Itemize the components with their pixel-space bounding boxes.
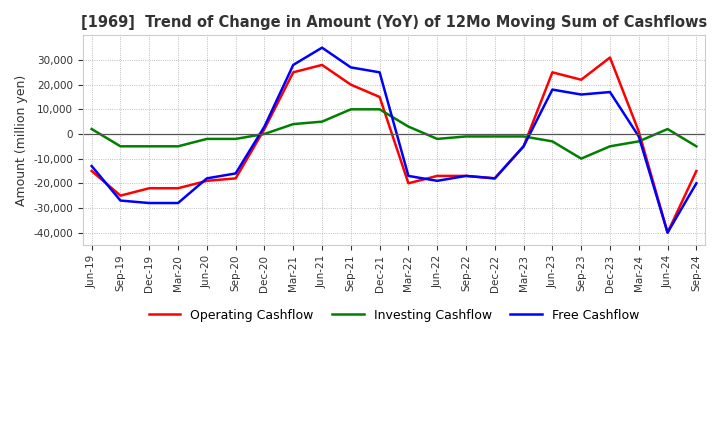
Investing Cashflow	[692, 144, 701, 149]
Free Cashflow	[433, 178, 441, 183]
Free Cashflow	[260, 124, 269, 129]
Line: Investing Cashflow: Investing Cashflow	[91, 109, 696, 159]
Operating Cashflow	[519, 144, 528, 149]
Free Cashflow	[462, 173, 470, 179]
Investing Cashflow	[577, 156, 585, 161]
Investing Cashflow	[87, 126, 96, 132]
Operating Cashflow	[145, 186, 153, 191]
Free Cashflow	[577, 92, 585, 97]
Free Cashflow	[346, 65, 355, 70]
Title: [1969]  Trend of Change in Amount (YoY) of 12Mo Moving Sum of Cashflows: [1969] Trend of Change in Amount (YoY) o…	[81, 15, 707, 30]
Operating Cashflow	[548, 70, 557, 75]
Free Cashflow	[318, 45, 326, 50]
Free Cashflow	[519, 144, 528, 149]
Operating Cashflow	[116, 193, 125, 198]
Investing Cashflow	[404, 124, 413, 129]
Investing Cashflow	[606, 144, 614, 149]
Investing Cashflow	[490, 134, 499, 139]
Operating Cashflow	[692, 169, 701, 174]
Operating Cashflow	[231, 176, 240, 181]
Investing Cashflow	[462, 134, 470, 139]
Free Cashflow	[174, 200, 182, 205]
Free Cashflow	[692, 181, 701, 186]
Free Cashflow	[663, 230, 672, 235]
Operating Cashflow	[260, 126, 269, 132]
Operating Cashflow	[404, 181, 413, 186]
Operating Cashflow	[318, 62, 326, 68]
Investing Cashflow	[634, 139, 643, 144]
Operating Cashflow	[577, 77, 585, 82]
Investing Cashflow	[116, 144, 125, 149]
Operating Cashflow	[87, 169, 96, 174]
Investing Cashflow	[318, 119, 326, 124]
Free Cashflow	[289, 62, 297, 68]
Free Cashflow	[231, 171, 240, 176]
Free Cashflow	[606, 89, 614, 95]
Investing Cashflow	[548, 139, 557, 144]
Free Cashflow	[490, 176, 499, 181]
Operating Cashflow	[606, 55, 614, 60]
Investing Cashflow	[260, 131, 269, 136]
Free Cashflow	[87, 163, 96, 169]
Investing Cashflow	[174, 144, 182, 149]
Operating Cashflow	[433, 173, 441, 179]
Operating Cashflow	[462, 173, 470, 179]
Free Cashflow	[548, 87, 557, 92]
Investing Cashflow	[433, 136, 441, 142]
Investing Cashflow	[145, 144, 153, 149]
Free Cashflow	[145, 200, 153, 205]
Free Cashflow	[404, 173, 413, 179]
Line: Operating Cashflow: Operating Cashflow	[91, 58, 696, 233]
Investing Cashflow	[346, 106, 355, 112]
Operating Cashflow	[174, 186, 182, 191]
Legend: Operating Cashflow, Investing Cashflow, Free Cashflow: Operating Cashflow, Investing Cashflow, …	[144, 304, 644, 327]
Investing Cashflow	[375, 106, 384, 112]
Free Cashflow	[375, 70, 384, 75]
Operating Cashflow	[663, 230, 672, 235]
Operating Cashflow	[346, 82, 355, 87]
Free Cashflow	[634, 134, 643, 139]
Operating Cashflow	[202, 178, 211, 183]
Investing Cashflow	[519, 134, 528, 139]
Operating Cashflow	[634, 129, 643, 134]
Operating Cashflow	[289, 70, 297, 75]
Y-axis label: Amount (million yen): Amount (million yen)	[15, 74, 28, 206]
Investing Cashflow	[289, 121, 297, 127]
Investing Cashflow	[663, 126, 672, 132]
Free Cashflow	[116, 198, 125, 203]
Investing Cashflow	[231, 136, 240, 142]
Line: Free Cashflow: Free Cashflow	[91, 48, 696, 233]
Operating Cashflow	[490, 176, 499, 181]
Operating Cashflow	[375, 94, 384, 99]
Investing Cashflow	[202, 136, 211, 142]
Free Cashflow	[202, 176, 211, 181]
